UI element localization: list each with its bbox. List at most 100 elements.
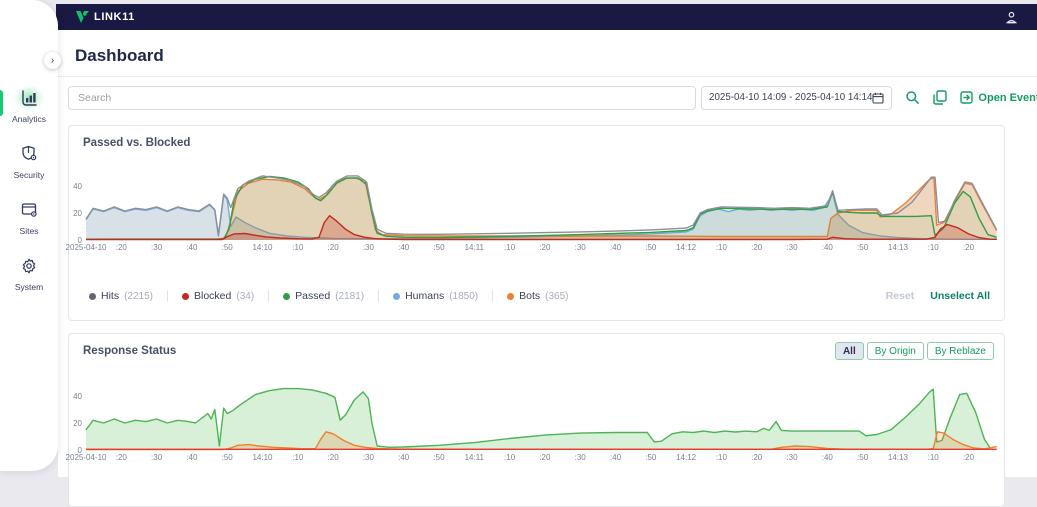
passed-vs-blocked-panel: Passed vs. Blocked 0 20 40 2025-04-10:20:30… (66, 125, 1005, 321)
open-events-log-icon (960, 91, 974, 104)
svg-text::20: :20 (328, 243, 340, 252)
svg-text::50: :50 (857, 243, 869, 252)
svg-text::50: :50 (222, 453, 234, 462)
legend-item-bots[interactable]: Bots (365) (492, 290, 582, 302)
sidebar-collapse-button[interactable]: › (44, 52, 61, 69)
legend-dot (507, 292, 515, 300)
toolbar: 2025-04-10 14:09 - 2025-04-10 14:14 (68, 85, 1037, 110)
svg-text::10: :10 (716, 453, 728, 462)
svg-text::50: :50 (433, 243, 445, 252)
svg-text::20: :20 (963, 243, 975, 252)
legend-label: Passed (295, 290, 331, 302)
legend-count: (2181) (335, 290, 365, 302)
response-status-chart[interactable]: 0 20 40 2025-04-10:20:30:40:50 14:10:10:20:3… (66, 372, 1004, 472)
legend-label: Blocked (194, 290, 232, 302)
legend-dot (393, 292, 401, 300)
response-status-panel: Response Status All By Origin By Reblaze… (66, 333, 1005, 507)
analytics-icon (14, 84, 44, 111)
passed-vs-blocked-chart[interactable]: 0 20 40 2025-04-10:20:30:40:50 14:10:10:20:3… (66, 162, 1004, 262)
sidebar-item-sites[interactable]: Sites (0, 188, 58, 244)
open-events-log-label: Open Events Log (978, 91, 1037, 104)
svg-text:40: 40 (73, 182, 82, 191)
svg-text::10: :10 (928, 453, 940, 462)
svg-text::40: :40 (822, 243, 834, 252)
search-input[interactable] (68, 85, 696, 110)
user-menu-button[interactable] (1001, 7, 1021, 27)
svg-text::30: :30 (786, 243, 798, 252)
svg-text::20: :20 (328, 453, 340, 462)
date-range-value: 2025-04-10 14:09 - 2025-04-10 14:14 (709, 92, 873, 103)
svg-text::10: :10 (716, 243, 728, 252)
open-events-log-button[interactable]: Open Events Log (960, 91, 1037, 104)
svg-text::20: :20 (116, 453, 128, 462)
calendar-icon (872, 92, 884, 104)
svg-text::50: :50 (222, 243, 234, 252)
panel-title: Response Status (83, 345, 177, 357)
legend-item-humans[interactable]: Humans (1850) (378, 290, 492, 302)
toggle-by-reblaze[interactable]: By Reblaze (926, 342, 994, 360)
svg-text::10: :10 (292, 243, 304, 252)
legend-label: Humans (405, 290, 445, 302)
sidebar-item-security[interactable]: Security (0, 132, 58, 188)
copy-button[interactable] (933, 88, 948, 108)
date-range-picker[interactable]: 2025-04-10 14:09 - 2025-04-10 14:14 (701, 85, 893, 110)
svg-text:14:11: 14:11 (465, 453, 485, 462)
legend: Hits (2215) Blocked (34) Passed (2181) Humans (… (89, 290, 886, 302)
svg-text::30: :30 (151, 243, 163, 252)
svg-text:40: 40 (73, 392, 82, 401)
search-button[interactable] (905, 88, 920, 108)
svg-text::30: :30 (363, 453, 375, 462)
legend-label: Bots (519, 290, 541, 302)
svg-text::40: :40 (610, 243, 622, 252)
legend-count: (2215) (124, 290, 153, 302)
svg-text::50: :50 (857, 453, 869, 462)
sidebar-item-system[interactable]: System (0, 244, 58, 300)
legend-count: (1850) (449, 290, 479, 302)
svg-text::20: :20 (963, 453, 975, 462)
legend-dot (182, 292, 189, 300)
svg-text:14:13: 14:13 (888, 453, 909, 462)
brand-text: LINK11 (94, 11, 135, 23)
svg-text::30: :30 (575, 243, 587, 252)
legend-item-hits[interactable]: Hits (2215) (89, 290, 167, 302)
legend-item-passed[interactable]: Passed (2181) (268, 290, 378, 302)
browser-gear-icon (14, 197, 44, 223)
svg-text:14:13: 14:13 (888, 243, 909, 252)
legend-dot (89, 292, 96, 300)
legend-item-blocked[interactable]: Blocked (34) (167, 290, 268, 302)
svg-text:20: 20 (73, 419, 82, 428)
unselect-all-button[interactable]: Unselect All (930, 290, 990, 302)
reset-button[interactable]: Reset (885, 290, 915, 302)
svg-text::40: :40 (186, 243, 198, 252)
sidebar-item-analytics[interactable]: Analytics (0, 76, 58, 132)
search-icon (906, 91, 920, 104)
svg-text::40: :40 (822, 453, 834, 462)
svg-text:2025-04-10: 2025-04-10 (66, 243, 107, 252)
brand: LINK11 (76, 11, 135, 23)
copy-icon (933, 90, 948, 105)
svg-text::50: :50 (645, 453, 657, 462)
svg-text::10: :10 (928, 243, 940, 252)
panel-title: Passed vs. Blocked (83, 137, 191, 149)
svg-text::20: :20 (116, 243, 128, 252)
sidebar-item-label: System (14, 281, 44, 292)
chevron-right-icon: › (50, 55, 55, 66)
legend-count: (34) (236, 290, 255, 302)
svg-text:14:12: 14:12 (676, 243, 697, 252)
legend-actions: Reset Unselect All (886, 290, 990, 302)
svg-text::50: :50 (645, 243, 657, 252)
toggle-by-origin[interactable]: By Origin (866, 342, 924, 360)
toggle-all[interactable]: All (834, 342, 864, 360)
shield-gear-icon (14, 141, 44, 167)
svg-text::40: :40 (610, 453, 622, 462)
svg-text::40: :40 (398, 453, 410, 462)
svg-text::20: :20 (539, 243, 551, 252)
sidebar-item-label: Security (13, 169, 45, 180)
page-title: Dashboard (75, 46, 164, 65)
sidebar-nav: Analytics Security (0, 76, 58, 300)
svg-text::40: :40 (398, 243, 410, 252)
svg-text:2025-04-10: 2025-04-10 (66, 453, 107, 462)
legend-row: Hits (2215) Blocked (34) Passed (2181) Humans (… (89, 284, 990, 308)
svg-text:14:12: 14:12 (676, 453, 697, 462)
svg-text::30: :30 (363, 243, 375, 252)
